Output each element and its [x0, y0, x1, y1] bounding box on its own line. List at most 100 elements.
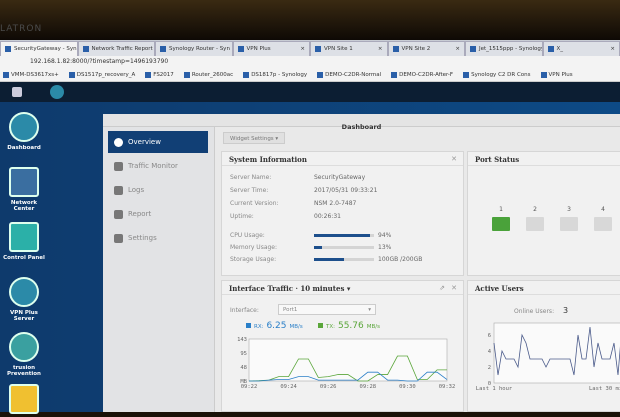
- bookmark-item[interactable]: VPN Plus: [541, 72, 573, 78]
- usage-label: Storage Usage:: [230, 256, 276, 263]
- close-icon[interactable]: ✕: [451, 284, 457, 292]
- info-value: 2017/05/31 09:33:21: [314, 187, 377, 194]
- app-icon: [9, 167, 39, 197]
- browser-tab[interactable]: VPN Site 1 ×: [310, 41, 388, 56]
- bookmark-icon: [463, 72, 469, 78]
- y-tick-label: 4: [488, 349, 492, 355]
- rx-legend-swatch: [246, 323, 251, 328]
- desktop-app[interactable]: Network Center: [0, 167, 48, 212]
- bookmark-item[interactable]: DS1817p - Synology: [243, 72, 307, 78]
- browser-tab[interactable]: Jet_1515ppp - Synology×: [465, 41, 543, 56]
- usage-label: CPU Usage:: [230, 232, 265, 239]
- favicon-icon: [5, 46, 11, 52]
- desktop-app[interactable]: Dashboard: [0, 112, 48, 151]
- app-icon: [9, 332, 39, 362]
- nav-item-overview[interactable]: Overview: [108, 131, 208, 153]
- y-tick-label: 2: [488, 365, 491, 371]
- info-label: Uptime:: [230, 213, 254, 220]
- tab-label: Synology Router - Syn: [169, 46, 230, 52]
- close-tab-icon[interactable]: ×: [610, 46, 615, 52]
- address-bar[interactable]: 192.168.1.82:8000/?timestamp=1496193790: [0, 56, 620, 69]
- port-2: 2: [526, 206, 544, 231]
- bookmark-icon: [243, 72, 249, 78]
- bookmark-item[interactable]: FS2017: [145, 72, 174, 78]
- nav-item-logs[interactable]: Logs: [108, 179, 208, 201]
- browser-tab[interactable]: VPN Site 2×: [388, 41, 466, 56]
- ethernet-port-icon: [492, 217, 510, 231]
- y-tick-label: 48: [240, 365, 247, 371]
- bookmark-icon: [3, 72, 9, 78]
- usage-value: 100GB /200GB: [378, 256, 422, 263]
- bookmark-item[interactable]: DEMO-C2DR-After-F: [391, 72, 453, 78]
- nav-label: Overview: [128, 138, 161, 146]
- url-text[interactable]: 192.168.1.82:8000/?timestamp=1496193790: [30, 58, 168, 65]
- y-tick-label: 95: [240, 351, 247, 357]
- usage-bar: [314, 234, 374, 237]
- bookmark-label: DEMO-C2DR-After-F: [399, 72, 453, 78]
- widget-title: System Information: [222, 152, 463, 166]
- rx-unit: MB/s: [290, 324, 303, 330]
- tx-unit: MB/s: [367, 324, 380, 330]
- desktop-app[interactable]: VPN Plus Server: [0, 277, 48, 322]
- close-tab-icon[interactable]: ×: [378, 46, 383, 52]
- bookmark-label: DS1817p - Synology: [251, 72, 307, 78]
- online-users-value: 3: [563, 306, 568, 315]
- favicon-icon: [238, 46, 244, 52]
- widget-settings-button[interactable]: Widget Settings ▾: [223, 132, 285, 144]
- app-label: Network Center: [0, 200, 48, 212]
- bookmark-icon: [541, 72, 547, 78]
- browser-tab[interactable]: Synology Router - Syn×: [155, 41, 233, 56]
- interface-select[interactable]: Port1▾: [278, 304, 376, 315]
- usage-label: Memory Usage:: [230, 244, 277, 251]
- system-information-widget: System Information ✕ Server Name:Securit…: [221, 151, 464, 276]
- browser-tab[interactable]: VPN Plus×: [233, 41, 311, 56]
- bookmark-label: DS1517p_recovery_A: [77, 72, 136, 78]
- close-icon[interactable]: ✕: [451, 155, 457, 163]
- bookmark-icon: [69, 72, 75, 78]
- nav-item-settings[interactable]: Settings: [108, 227, 208, 249]
- nav-item-report[interactable]: Report: [108, 203, 208, 225]
- ethernet-port-icon: [560, 217, 578, 231]
- close-tab-icon[interactable]: ×: [455, 46, 460, 52]
- rx-value: 6.25: [266, 321, 286, 331]
- tab-label: X_: [557, 46, 564, 52]
- favicon-icon: [315, 46, 321, 52]
- browser-tab[interactable]: Network Traffic Report×: [78, 41, 156, 56]
- widget-title: Interface Traffic · 10 minutes ▾: [222, 281, 463, 295]
- pin-icon[interactable]: ⇗: [439, 284, 445, 292]
- info-label: Server Name:: [230, 174, 271, 181]
- bookmark-item[interactable]: Router_2600ac: [184, 72, 233, 78]
- browser-tab[interactable]: SecurityGateway - Syn×: [0, 41, 78, 56]
- desktop-app[interactable]: Control Panel: [0, 222, 48, 261]
- bookmark-label: VPN Plus: [549, 72, 573, 78]
- desktop-app[interactable]: trusion Prevention: [0, 332, 48, 377]
- dashboard-taskbar-icon[interactable]: [50, 85, 64, 99]
- browser-tab[interactable]: X_ ×: [543, 41, 620, 56]
- usage-fill: [314, 246, 322, 249]
- nav-item-traffic-monitor[interactable]: Traffic Monitor: [108, 155, 208, 177]
- close-tab-icon[interactable]: ×: [300, 46, 305, 52]
- bookmark-item[interactable]: DEMO-C2DR-Normal: [317, 72, 381, 78]
- main-menu-icon[interactable]: [12, 87, 22, 97]
- desktop-app[interactable]: [0, 384, 48, 417]
- x-tick-label: 09:26: [320, 384, 337, 390]
- favicon-icon: [393, 46, 399, 52]
- bookmark-item[interactable]: VMM-DS3617xs+: [3, 72, 59, 78]
- port-3: 3: [560, 206, 578, 231]
- bookmark-icon: [391, 72, 397, 78]
- interface-value: Port1: [283, 307, 297, 313]
- bookmark-item[interactable]: Synology C2 DR Cons: [463, 72, 530, 78]
- bookmark-icon: [145, 72, 151, 78]
- tab-label: VPN Site 1: [324, 46, 353, 52]
- usage-value: 94%: [378, 232, 391, 239]
- bookmarks-bar: VMM-DS3617xs+ DS1517p_recovery_A FS2017 Rou…: [0, 69, 620, 82]
- app-label: Control Panel: [0, 255, 48, 261]
- x-tick-label: 09:32: [439, 384, 456, 390]
- port-label: 2: [533, 206, 537, 213]
- bookmark-item[interactable]: DS1517p_recovery_A: [69, 72, 136, 78]
